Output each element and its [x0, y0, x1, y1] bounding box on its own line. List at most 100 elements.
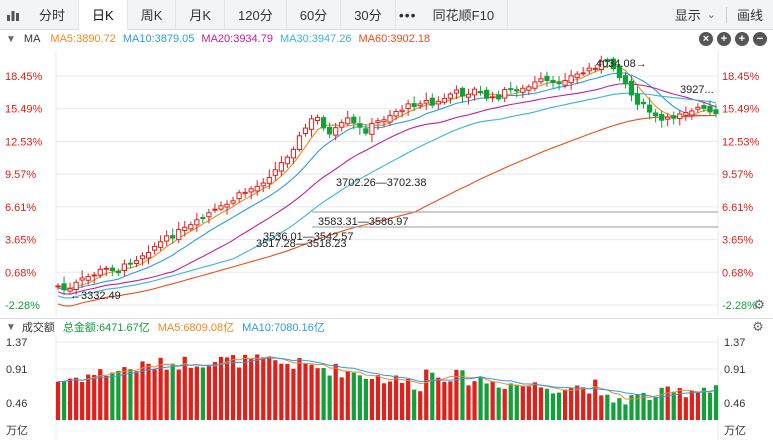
price-axis-label-left: 15.49% [5, 104, 43, 116]
volume-axis-label-right: 1.37 [724, 337, 745, 349]
tab-intraday[interactable]: 分时 [26, 0, 80, 30]
candle-body [646, 104, 653, 113]
volume-bar [339, 377, 344, 420]
volume-bar [67, 378, 73, 420]
volume-bar [617, 398, 622, 420]
candle-body [604, 59, 610, 63]
tab-daily-k[interactable]: 日K [79, 0, 128, 30]
volume-bar [297, 358, 302, 420]
gap-annotation: 3517.28—3518.23 [256, 238, 347, 250]
volume-bar [466, 385, 471, 420]
volume-bar [140, 361, 145, 420]
volume-bar [285, 363, 290, 420]
volume-legend-bar: ▼ 成交额 总金额:6471.67亿 MA5:6809.08亿 MA10:708… [0, 318, 773, 335]
volume-bar [514, 384, 519, 420]
candle-body [55, 285, 61, 288]
candle-body [97, 268, 103, 276]
volume-bar [460, 370, 465, 420]
volume-bar [291, 368, 296, 420]
candle-body [610, 58, 616, 70]
tab-120min[interactable]: 120分 [225, 0, 287, 30]
candle-body [224, 203, 230, 208]
volume-bar [236, 367, 242, 420]
volume-bar [689, 390, 694, 420]
f10-button[interactable]: 同花顺F10 [420, 0, 509, 30]
volume-bar [249, 358, 254, 420]
volume-bar [363, 378, 368, 420]
collapse-triangle-icon[interactable]: ▼ [6, 33, 16, 45]
volume-bar [653, 397, 658, 420]
volume-bar [442, 381, 447, 420]
draw-line-button[interactable]: 画线 [736, 8, 763, 23]
volume-bar [303, 363, 308, 420]
candle-body [538, 78, 544, 83]
candle-body [139, 255, 146, 260]
volume-settings-gear-icon[interactable]: ⚙ [752, 319, 764, 334]
volume-bar [526, 386, 531, 420]
ma-lines [57, 65, 717, 307]
volume-indicator-name[interactable]: 成交额 [21, 322, 55, 334]
volume-ma5: MA5:6809.08亿 [157, 322, 235, 334]
candle-body [695, 106, 701, 110]
candle-body [254, 185, 260, 192]
candle-body [61, 283, 67, 291]
zoom-in-icon[interactable]: + [735, 32, 749, 46]
volume-bar [230, 355, 236, 420]
display-dropdown[interactable]: 显示 ⌄ [665, 0, 726, 30]
candle-body [85, 276, 91, 281]
high-price-annotation: 4034.08→ [596, 58, 647, 70]
close-icon[interactable]: × [699, 32, 713, 46]
candle-body [586, 67, 592, 72]
candle-body [369, 122, 375, 135]
candle-body [447, 93, 453, 99]
volume-bar [164, 369, 169, 420]
volume-bar [399, 383, 405, 420]
add-indicator-icon[interactable]: + [717, 32, 731, 46]
volume-bar [267, 357, 272, 420]
zoom-out-icon[interactable]: − [753, 32, 767, 46]
candle-body [67, 288, 73, 292]
volume-bar [110, 372, 115, 420]
candle-body [260, 182, 266, 187]
candle-body [200, 217, 206, 220]
volume-bar [61, 381, 67, 420]
candle-body [640, 101, 647, 105]
candlesticks [55, 55, 719, 296]
collapse-triangle-icon[interactable]: ▼ [6, 321, 16, 333]
price-axis-label-left: 0.68% [5, 267, 36, 279]
candle-body [713, 109, 719, 115]
gap-annotation: 3583.31—3586.97 [318, 216, 409, 228]
ma-line [57, 72, 717, 291]
volume-bar [695, 392, 700, 420]
candle-body [284, 156, 291, 165]
volume-bar [406, 378, 411, 420]
candle-body [616, 65, 623, 78]
volume-bar [490, 381, 495, 420]
tab-60min[interactable]: 60分 [287, 0, 342, 30]
tab-weekly-k[interactable]: 周K [128, 0, 177, 30]
candle-body [218, 205, 224, 210]
tab-30min[interactable]: 30分 [341, 0, 396, 30]
volume-bar [146, 363, 151, 420]
low-price-annotation: ←3332.49 [70, 290, 121, 302]
candle-body [634, 93, 641, 105]
candle-body [471, 88, 478, 96]
chart-menu-icon[interactable] [0, 0, 26, 30]
candle-body [411, 103, 417, 107]
candle-body [544, 75, 550, 81]
volume-bar [92, 374, 97, 420]
tab-monthly-k[interactable]: 月K [176, 0, 226, 30]
price-settings-gear-icon[interactable]: ⚙ [753, 297, 765, 312]
volume-bar [357, 375, 362, 420]
more-periods-button[interactable]: ••• [398, 6, 417, 23]
candle-body [296, 135, 303, 150]
volume-bar [671, 391, 676, 420]
volume-bar [556, 392, 562, 420]
ma-indicator-name[interactable]: MA [23, 33, 41, 45]
volume-bar [206, 366, 212, 420]
volume-bar [569, 387, 574, 420]
candle-body [550, 79, 556, 84]
volume-bar [575, 385, 580, 420]
volume-bar [393, 375, 399, 420]
price-axis-label-left: 18.45% [5, 71, 43, 83]
